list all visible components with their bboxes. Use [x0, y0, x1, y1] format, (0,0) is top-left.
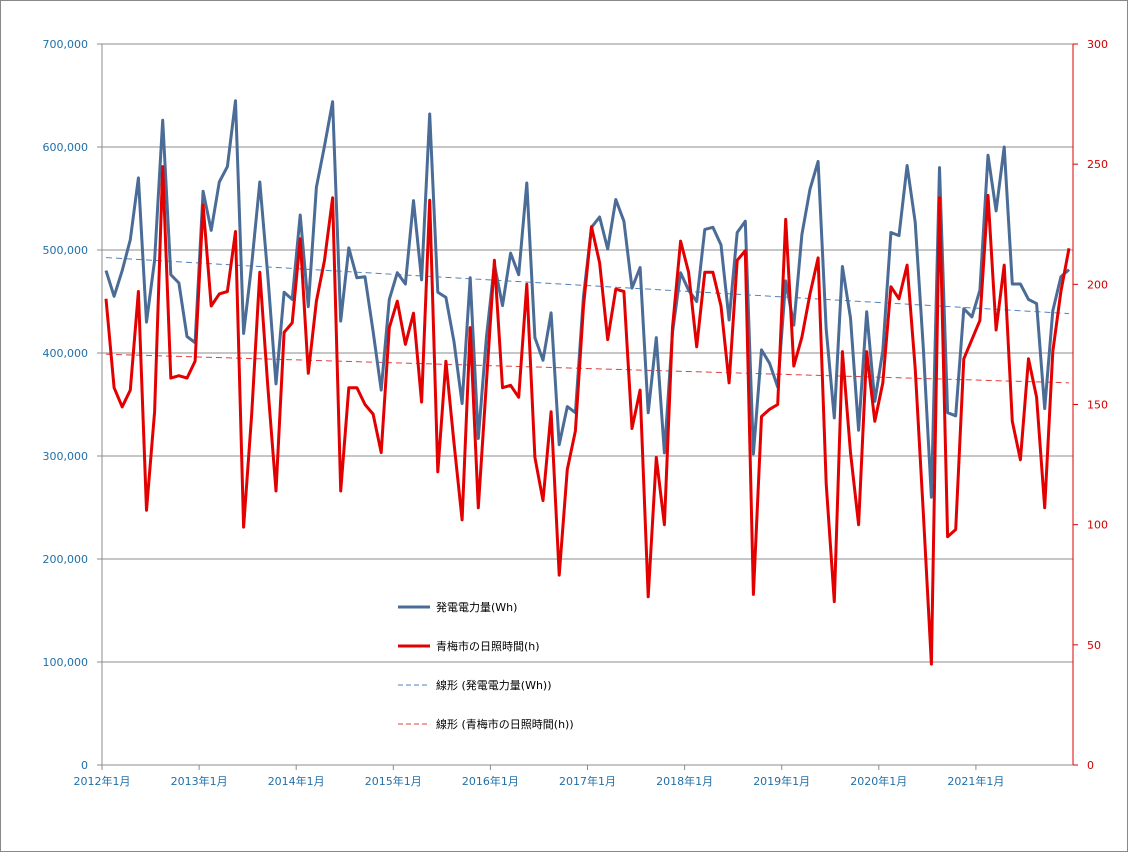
- axes: 0 100,000 200,000 300,000 400,000 500,000 600,…: [43, 38, 1109, 788]
- x-tick-label: 2017年1月: [559, 774, 616, 788]
- x-tick-label: 2021年1月: [947, 774, 1004, 788]
- y-left-tick-label: 300,000: [43, 450, 89, 463]
- series-line-1: [104, 165, 1071, 666]
- x-tick-label: 2015年1月: [365, 774, 422, 788]
- y-right-tick-label: 150: [1087, 399, 1108, 412]
- y-right-tick-label: 100: [1087, 519, 1108, 532]
- x-tick-label: 2019年1月: [753, 774, 810, 788]
- y-right-tick-label: 0: [1087, 759, 1094, 772]
- y-left-tick-label: 500,000: [43, 244, 89, 257]
- legend-label: 青梅市の日照時間(h): [436, 639, 540, 653]
- x-tick-label: 2020年1月: [850, 774, 907, 788]
- y-right-tick-label: 200: [1087, 278, 1108, 291]
- x-tick-label: 2018年1月: [656, 774, 713, 788]
- x-tick-label: 2014年1月: [268, 774, 325, 788]
- y-left-tick-label: 100,000: [43, 656, 89, 669]
- y-left-tick-label: 400,000: [43, 347, 89, 360]
- y-right-tick-label: 250: [1087, 158, 1108, 171]
- y-left-tick-label: 0: [81, 759, 88, 772]
- series-lines: [104, 99, 1071, 666]
- x-tick-label: 2016年1月: [462, 774, 519, 788]
- x-tick-label: 2012年1月: [74, 774, 131, 788]
- legend: 発電電力量(Wh) 青梅市の日照時間(h) 線形 (発電電力量(Wh)) 線形 (青梅…: [398, 600, 574, 731]
- legend-label: 発電電力量(Wh): [436, 600, 517, 614]
- legend-label: 線形 (青梅市の日照時間(h)): [436, 717, 574, 731]
- y-right-tick-label: 300: [1087, 38, 1108, 51]
- x-tick-label: 2013年1月: [171, 774, 228, 788]
- y-left-tick-label: 200,000: [43, 553, 89, 566]
- y-right-tick-label: 50: [1087, 639, 1101, 652]
- y-left-tick-label: 700,000: [43, 38, 89, 51]
- legend-label: 線形 (発電電力量(Wh)): [436, 678, 552, 692]
- y-left-tick-label: 600,000: [43, 141, 89, 154]
